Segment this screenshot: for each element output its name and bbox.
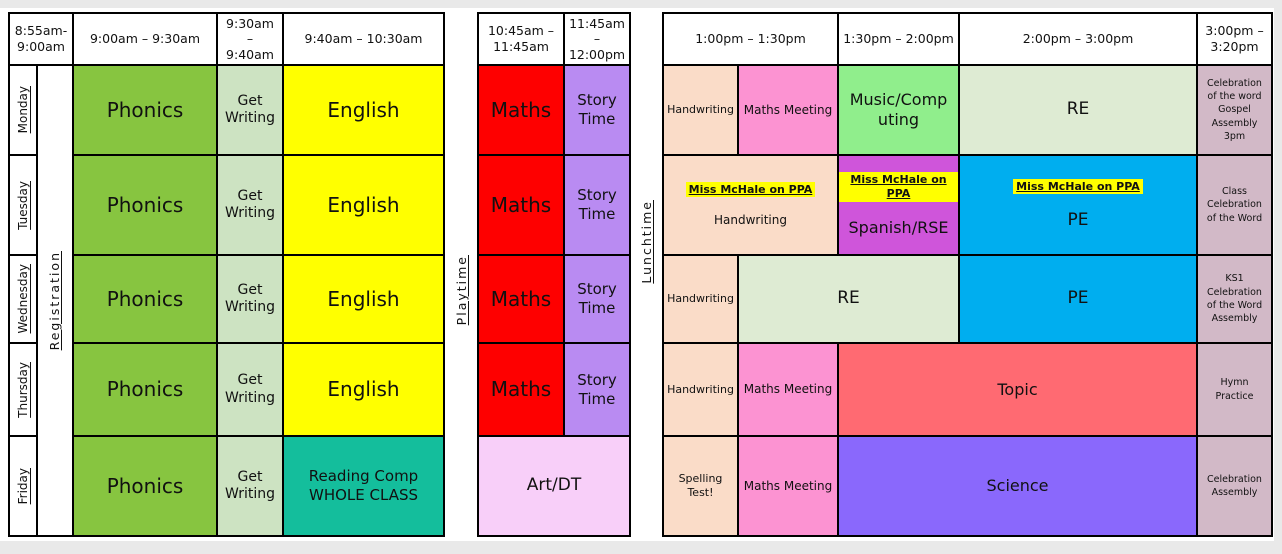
tuesday-get-writing-cell: Get Writing <box>218 156 282 254</box>
monday-re-cell: RE <box>960 66 1196 154</box>
reading-comp-line2: WHOLE CLASS <box>309 486 418 504</box>
wednesday-get-writing-cell: Get Writing <box>218 256 282 342</box>
header-story-time: 11:45am – 12:00pm <box>565 14 629 64</box>
day-label-friday: Friday <box>10 437 36 535</box>
monday-music-computing-cell: Music/Computing <box>839 66 958 154</box>
wednesday-english-cell: English <box>284 256 443 342</box>
thursday-maths-meeting-cell: Maths Meeting <box>739 344 837 435</box>
thursday-get-writing-cell: Get Writing <box>218 344 282 435</box>
header-300-320: 3:00pm – 3:20pm <box>1198 14 1271 64</box>
wednesday-pe-cell: PE <box>960 256 1196 342</box>
day-label-thursday: Thursday <box>10 344 36 435</box>
header-english-time: 9:40am – 10:30am <box>284 14 443 64</box>
thursday-topic-cell: Topic <box>839 344 1196 435</box>
header-maths-time: 10:45am – 11:45am <box>479 14 563 64</box>
monday-get-writing-cell: Get Writing <box>218 66 282 154</box>
wednesday-story-time-cell: Story Time <box>565 256 629 342</box>
thursday-hymn-practice-cell: Hymn Practice <box>1198 344 1271 435</box>
wednesday-maths-cell: Maths <box>479 256 563 342</box>
lunchtime-column: Lunchtime <box>631 12 662 472</box>
friday-get-writing-cell: Get Writing <box>218 437 282 535</box>
afternoon-table: 1:00pm – 1:30pm 1:30pm – 2:00pm 2:00pm –… <box>662 12 1273 537</box>
monday-assembly-cell: Celebration of the word Gospel Assembly … <box>1198 66 1271 154</box>
wednesday-handwriting-cell: Handwriting <box>664 256 737 342</box>
header-getwriting-time: 9:30am – 9:40am <box>218 14 282 64</box>
tuesday-english-cell: English <box>284 156 443 254</box>
morning-table: 8:55am-9:00am 9:00am – 9:30am 9:30am – 9… <box>8 12 445 537</box>
reading-comp-line1: Reading Comp <box>308 467 419 486</box>
ppa-note-pe: Miss McHale on PPA <box>1013 178 1143 195</box>
tuesday-maths-cell: Maths <box>479 156 563 254</box>
monday-phonics-cell: Phonics <box>74 66 216 154</box>
header-130-200: 1:30pm – 2:00pm <box>839 14 958 64</box>
tuesday-story-time-cell: Story Time <box>565 156 629 254</box>
tuesday-assembly-cell: Class Celebration of the Word <box>1198 156 1271 254</box>
playtime-column: Playtime <box>445 60 477 520</box>
tuesday-pe-cell: Miss McHale on PPA PE <box>960 156 1196 254</box>
ppa-note-spanish: Miss McHale on PPA <box>839 172 958 202</box>
header-200-300: 2:00pm – 3:00pm <box>960 14 1196 64</box>
tuesday-spanish-rse-label: Spanish/RSE <box>848 217 949 237</box>
monday-handwriting-cell: Handwriting <box>664 66 737 154</box>
tuesday-pe-label: PE <box>1067 210 1089 231</box>
playtime-label: Playtime <box>453 254 469 326</box>
day-label-wednesday: Wednesday <box>10 256 36 342</box>
friday-maths-meeting-cell: Maths Meeting <box>739 437 837 535</box>
friday-assembly-cell: Celebration Assembly <box>1198 437 1271 535</box>
friday-reading-comp-cell: Reading Comp WHOLE CLASS <box>284 437 443 535</box>
monday-english-cell: English <box>284 66 443 154</box>
wednesday-phonics-cell: Phonics <box>74 256 216 342</box>
thursday-story-time-cell: Story Time <box>565 344 629 435</box>
registration-cell: Registration <box>38 66 72 535</box>
tuesday-phonics-cell: Phonics <box>74 156 216 254</box>
monday-story-time-cell: Story Time <box>565 66 629 154</box>
friday-spelling-test-cell: Spelling Test! <box>664 437 737 535</box>
tuesday-handwriting-label: Handwriting <box>714 213 787 228</box>
wednesday-re-cell: RE <box>739 256 958 342</box>
day-label-monday: Monday <box>10 66 36 154</box>
friday-science-cell: Science <box>839 437 1196 535</box>
late-morning-table: 10:45am – 11:45am 11:45am – 12:00pm Math… <box>477 12 631 537</box>
friday-art-dt-cell: Art/DT <box>479 437 629 535</box>
header-100-130: 1:00pm – 1:30pm <box>664 14 837 64</box>
registration-label: Registration <box>47 250 63 351</box>
ppa-note-handwriting: Miss McHale on PPA <box>685 181 816 198</box>
day-label-tuesday: Tuesday <box>10 156 36 254</box>
wednesday-assembly-cell: KS1 Celebration of the Word Assembly <box>1198 256 1271 342</box>
thursday-english-cell: English <box>284 344 443 435</box>
header-phonics-time: 9:00am – 9:30am <box>74 14 216 64</box>
tuesday-handwriting-cell: Miss McHale on PPA Handwriting <box>664 156 837 254</box>
monday-maths-cell: Maths <box>479 66 563 154</box>
monday-maths-meeting-cell: Maths Meeting <box>739 66 837 154</box>
tuesday-spanish-rse-cell: Miss McHale on PPA Spanish/RSE <box>839 156 958 254</box>
thursday-phonics-cell: Phonics <box>74 344 216 435</box>
lunchtime-label: Lunchtime <box>639 200 654 284</box>
thursday-maths-cell: Maths <box>479 344 563 435</box>
friday-phonics-cell: Phonics <box>74 437 216 535</box>
header-registration-time: 8:55am-9:00am <box>10 14 72 64</box>
thursday-handwriting-cell: Handwriting <box>664 344 737 435</box>
